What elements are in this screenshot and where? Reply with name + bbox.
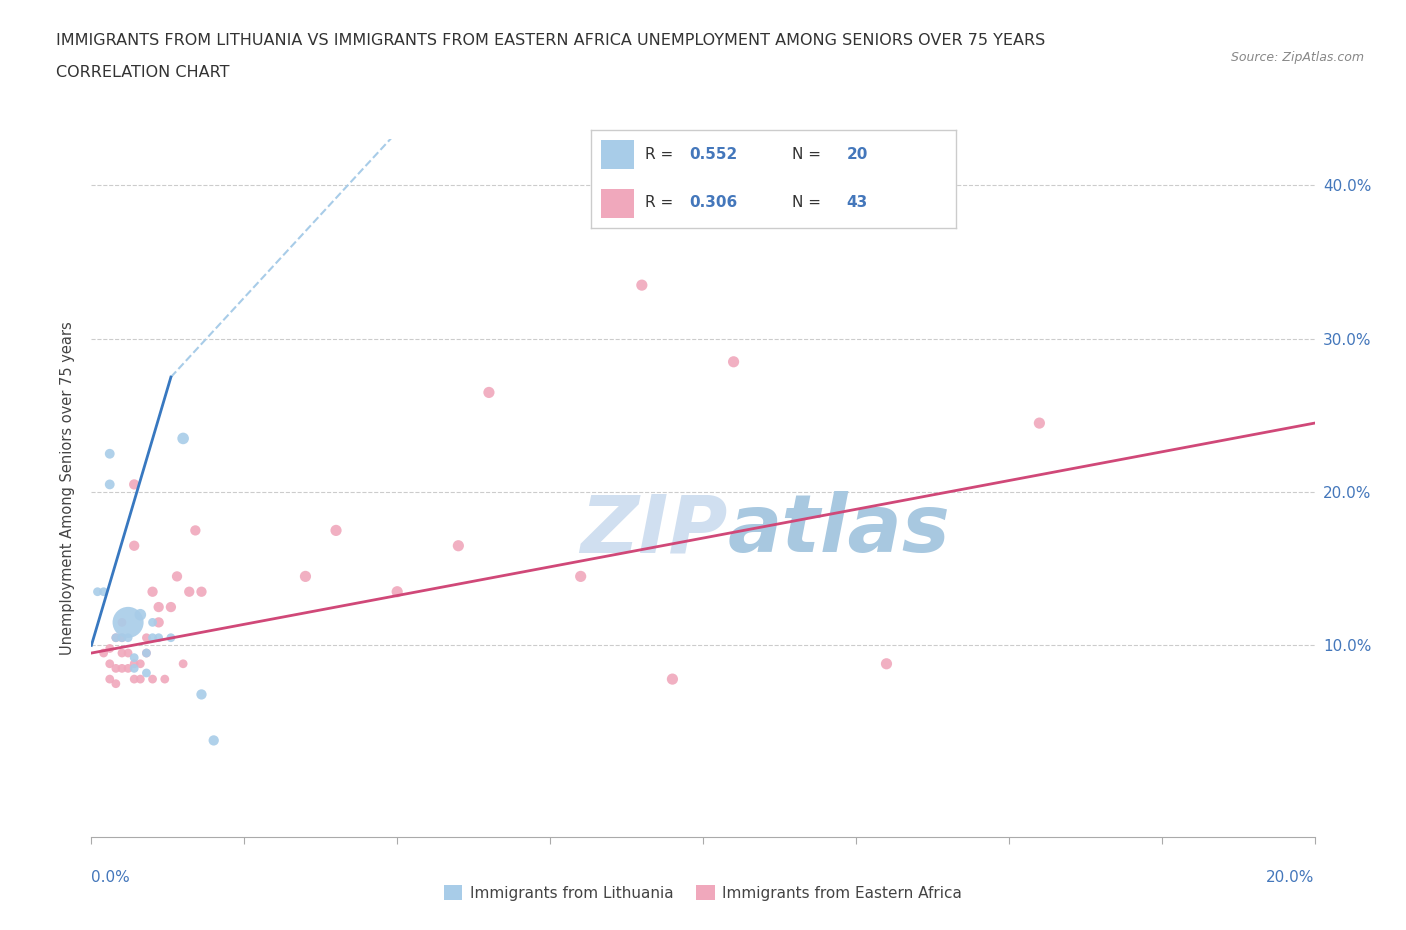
Point: [98, 657, 121, 671]
Point: [117, 661, 139, 676]
Text: 0.552: 0.552: [689, 147, 738, 162]
Point: [135, 645, 157, 660]
Point: [153, 671, 176, 686]
Point: [723, 354, 745, 369]
Text: IMMIGRANTS FROM LITHUANIA VS IMMIGRANTS FROM EASTERN AFRICA UNEMPLOYMENT AMONG S: IMMIGRANTS FROM LITHUANIA VS IMMIGRANTS …: [56, 33, 1046, 47]
Point: [117, 615, 139, 630]
Point: [141, 671, 163, 686]
Point: [184, 523, 207, 538]
Point: [129, 657, 152, 671]
Point: [179, 584, 201, 599]
Point: [190, 584, 212, 599]
Point: [111, 615, 134, 630]
Point: [478, 385, 501, 400]
Bar: [602, 140, 634, 169]
Point: [104, 631, 127, 645]
Text: R =: R =: [645, 147, 679, 162]
Text: 0.306: 0.306: [689, 195, 738, 210]
Y-axis label: Unemployment Among Seniors over 75 years: Unemployment Among Seniors over 75 years: [60, 322, 76, 655]
Point: [117, 645, 139, 660]
Point: [141, 631, 163, 645]
Point: [172, 431, 194, 445]
Point: [93, 584, 115, 599]
Point: [122, 538, 145, 553]
Point: [202, 733, 225, 748]
Point: [104, 661, 127, 676]
Point: [86, 584, 108, 599]
Point: [325, 523, 347, 538]
Point: [122, 671, 145, 686]
Point: [122, 477, 145, 492]
Point: [117, 631, 139, 645]
Point: [631, 278, 654, 293]
Point: [141, 615, 163, 630]
Text: Source: ZipAtlas.com: Source: ZipAtlas.com: [1230, 51, 1364, 64]
Point: [160, 600, 183, 615]
Point: [93, 645, 115, 660]
Point: [98, 671, 121, 686]
Point: [104, 631, 127, 645]
Point: [111, 645, 134, 660]
Point: [141, 584, 163, 599]
Point: [447, 538, 470, 553]
Text: 43: 43: [846, 195, 868, 210]
Bar: [602, 189, 634, 219]
Point: [98, 641, 121, 656]
Point: [98, 446, 121, 461]
Text: 0.0%: 0.0%: [91, 870, 131, 884]
Point: [148, 631, 170, 645]
Point: [661, 671, 683, 686]
Text: R =: R =: [645, 195, 679, 210]
Text: ZIP: ZIP: [581, 491, 727, 569]
Point: [875, 657, 898, 671]
Point: [122, 657, 145, 671]
Point: [569, 569, 592, 584]
Text: 20: 20: [846, 147, 868, 162]
Point: [111, 661, 134, 676]
Point: [166, 569, 188, 584]
Point: [135, 645, 157, 660]
Text: N =: N =: [792, 195, 825, 210]
Point: [135, 666, 157, 681]
Point: [135, 631, 157, 645]
Legend: Immigrants from Lithuania, Immigrants from Eastern Africa: Immigrants from Lithuania, Immigrants fr…: [437, 879, 969, 907]
Text: N =: N =: [792, 147, 825, 162]
Point: [385, 584, 409, 599]
Text: atlas: atlas: [727, 491, 950, 569]
Point: [190, 687, 212, 702]
Point: [129, 607, 152, 622]
Point: [148, 600, 170, 615]
Point: [122, 650, 145, 665]
Point: [160, 631, 183, 645]
Point: [129, 671, 152, 686]
Text: CORRELATION CHART: CORRELATION CHART: [56, 65, 229, 80]
Point: [98, 477, 121, 492]
Point: [294, 569, 316, 584]
Point: [172, 657, 194, 671]
Point: [148, 615, 170, 630]
Point: [104, 676, 127, 691]
Point: [1028, 416, 1050, 431]
Point: [111, 631, 134, 645]
Point: [111, 631, 134, 645]
Point: [122, 661, 145, 676]
Text: 20.0%: 20.0%: [1267, 870, 1315, 884]
